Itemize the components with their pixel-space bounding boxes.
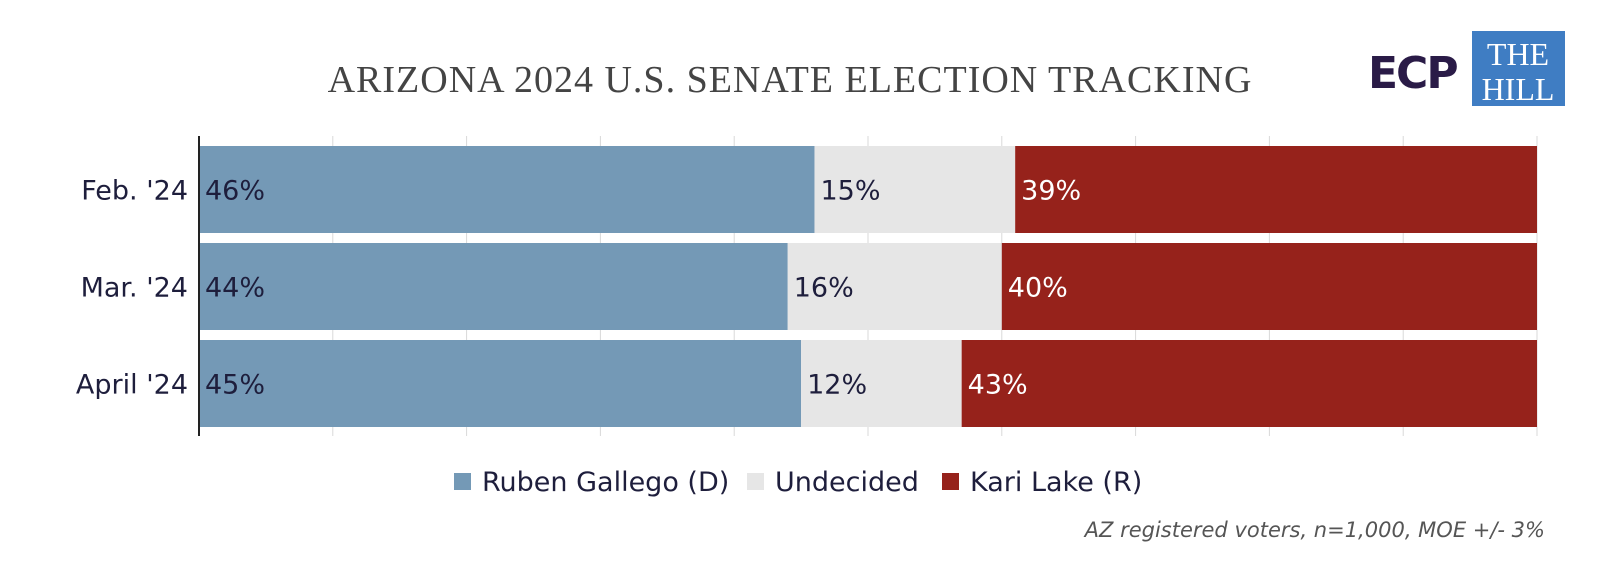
- data-label: 15%: [820, 176, 880, 207]
- legend-label: Ruben Gallego (D): [482, 467, 729, 498]
- legend-label: Undecided: [775, 467, 919, 498]
- the-hill-logo: THE HILL: [1472, 31, 1565, 107]
- bar-segment: [801, 340, 962, 427]
- legend-swatch: [747, 473, 764, 490]
- data-label: 39%: [1021, 176, 1081, 207]
- category-label: Feb. '24: [81, 176, 188, 207]
- data-label: 44%: [205, 273, 265, 304]
- bar-segment: [961, 340, 1537, 427]
- data-label: 46%: [205, 176, 265, 207]
- the-hill-logo-line2: HILL: [1482, 71, 1555, 107]
- logos: ECP THE HILL: [1368, 31, 1565, 107]
- legend-item: Kari Lake (R): [942, 467, 1142, 498]
- the-hill-logo-box: [1472, 31, 1565, 106]
- data-label: 12%: [807, 370, 867, 401]
- bar-segment: [199, 340, 802, 427]
- source-note: AZ registered voters, n=1,000, MOE +/- 3…: [1083, 518, 1545, 542]
- bar-segment: [199, 243, 788, 330]
- legend-swatch: [454, 473, 471, 490]
- ecp-logo: ECP: [1368, 48, 1459, 99]
- category-label: Mar. '24: [81, 273, 188, 304]
- data-label: 43%: [968, 370, 1028, 401]
- data-label: 45%: [205, 370, 265, 401]
- legend-item: Ruben Gallego (D): [454, 467, 729, 498]
- legend-swatch: [942, 473, 959, 490]
- category-label: April '24: [76, 370, 188, 401]
- bar-segment: [787, 243, 1002, 330]
- data-label: 16%: [794, 273, 854, 304]
- bar-segment: [1001, 243, 1537, 330]
- data-label: 40%: [1008, 273, 1068, 304]
- ecp-logo-text: ECP: [1368, 48, 1457, 99]
- the-hill-logo-line1: THE: [1487, 36, 1549, 72]
- legend-item: Undecided: [747, 467, 919, 498]
- legend: Ruben Gallego (D) Undecided Kari Lake (R): [454, 467, 1142, 498]
- chart-title: ARIZONA 2024 U.S. SENATE ELECTION TRACKI…: [328, 59, 1253, 101]
- category-labels: Feb. '24 Mar. '24 April '24: [76, 176, 188, 401]
- bar-segment: [199, 146, 815, 233]
- bar-segment: [814, 146, 1016, 233]
- legend-label: Kari Lake (R): [970, 467, 1142, 498]
- bars: 46% 15% 39% 44% 16% 40% 45% 12% 43%: [199, 146, 1537, 427]
- bar-segment: [1015, 146, 1537, 233]
